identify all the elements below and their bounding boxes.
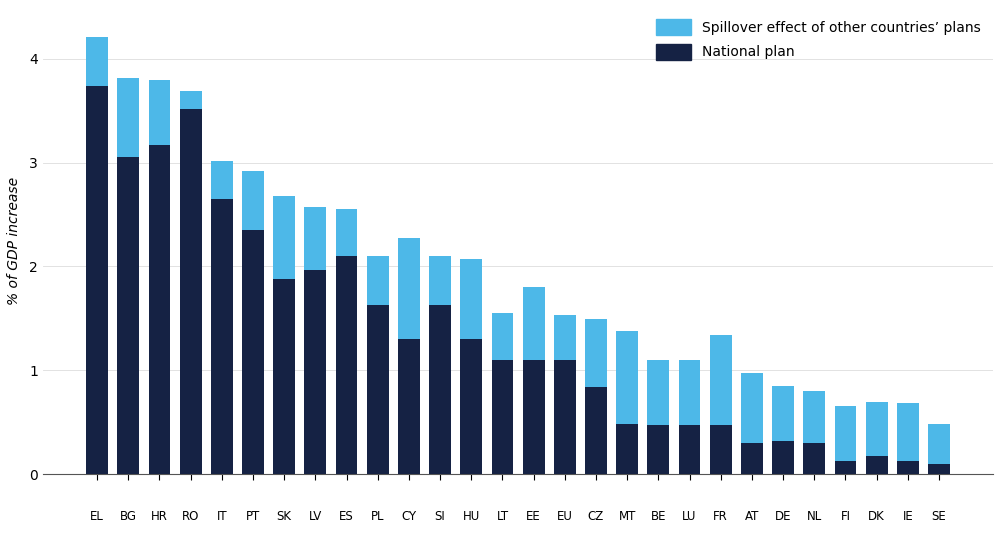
Bar	[647, 425, 669, 474]
Bar	[304, 270, 326, 474]
Bar	[866, 402, 888, 456]
Bar	[523, 360, 545, 474]
Bar	[398, 339, 420, 474]
Bar	[616, 331, 638, 424]
Bar	[86, 86, 108, 474]
Bar	[679, 360, 700, 425]
Bar	[211, 199, 233, 474]
Bar	[117, 157, 139, 474]
Bar	[741, 373, 763, 443]
Bar	[835, 406, 856, 460]
Bar	[242, 230, 264, 474]
Y-axis label: % of GDP increase: % of GDP increase	[7, 176, 21, 305]
Bar	[679, 425, 700, 474]
Bar	[928, 464, 950, 474]
Bar	[273, 279, 295, 474]
Bar	[710, 425, 732, 474]
Bar	[741, 443, 763, 474]
Bar	[460, 339, 482, 474]
Bar	[492, 360, 513, 474]
Bar	[897, 403, 919, 460]
Bar	[803, 443, 825, 474]
Bar	[429, 305, 451, 474]
Bar	[336, 209, 357, 256]
Bar	[117, 78, 139, 157]
Bar	[772, 386, 794, 441]
Bar	[367, 305, 389, 474]
Bar	[304, 207, 326, 270]
Bar	[523, 287, 545, 360]
Bar	[772, 441, 794, 474]
Bar	[336, 256, 357, 474]
Bar	[585, 387, 607, 474]
Bar	[710, 335, 732, 425]
Legend: Spillover effect of other countries’ plans, National plan: Spillover effect of other countries’ pla…	[650, 14, 986, 65]
Bar	[928, 424, 950, 464]
Bar	[180, 109, 202, 474]
Bar	[398, 238, 420, 339]
Bar	[460, 259, 482, 339]
Bar	[180, 91, 202, 109]
Bar	[273, 196, 295, 279]
Bar	[554, 360, 576, 474]
Bar	[86, 37, 108, 86]
Bar	[866, 456, 888, 474]
Bar	[242, 171, 264, 230]
Bar	[367, 256, 389, 305]
Bar	[211, 161, 233, 199]
Bar	[492, 313, 513, 360]
Bar	[897, 460, 919, 474]
Bar	[149, 145, 170, 474]
Bar	[835, 460, 856, 474]
Bar	[585, 319, 607, 387]
Bar	[149, 80, 170, 145]
Bar	[647, 360, 669, 425]
Bar	[429, 256, 451, 305]
Bar	[803, 391, 825, 443]
Bar	[616, 424, 638, 474]
Bar	[554, 315, 576, 360]
